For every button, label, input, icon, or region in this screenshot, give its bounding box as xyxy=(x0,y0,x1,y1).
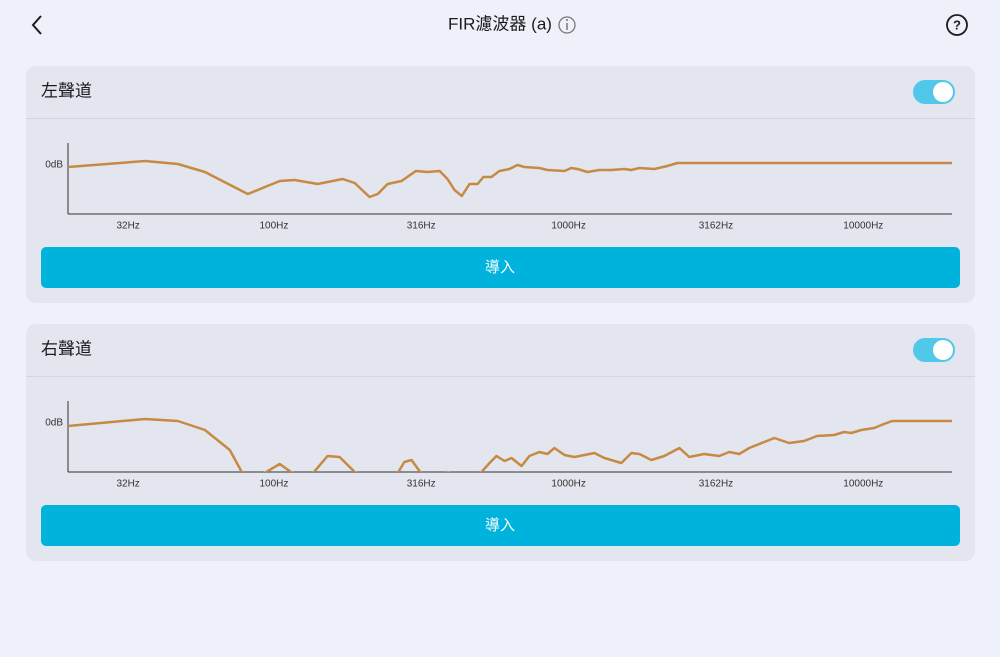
import-button[interactable]: 導入 xyxy=(41,247,960,288)
response-line xyxy=(68,417,952,472)
toggle-knob xyxy=(933,82,953,102)
response-line xyxy=(68,159,952,199)
toggle[interactable] xyxy=(913,338,955,362)
channel-title: 左聲道 xyxy=(41,81,92,100)
svg-text:?: ? xyxy=(953,17,961,32)
x-tick-label: 316Hz xyxy=(407,479,436,490)
x-tick-label: 3162Hz xyxy=(699,221,733,232)
info-icon[interactable] xyxy=(558,16,576,34)
x-tick-label: 1000Hz xyxy=(551,479,585,490)
chart: 0dB 32Hz 100Hz 316Hz 1000Hz 3162Hz 10000Hz xyxy=(45,143,952,232)
x-tick-label: 316Hz xyxy=(407,221,436,232)
y-tick-label: 0dB xyxy=(45,160,63,171)
x-tick-label: 32Hz xyxy=(116,221,139,232)
card-bg xyxy=(26,66,975,303)
channel-card: 左聲道 0dB 32Hz 100Hz 316Hz 1000Hz 3162Hz 10000Hz 導… xyxy=(26,66,975,303)
button-label: 導入 xyxy=(485,259,515,276)
button-bg xyxy=(41,247,960,288)
channel-card: 右聲道 0dB 32Hz 100Hz 316Hz 1000Hz 3162Hz 10000Hz 導… xyxy=(26,324,975,561)
x-tick-label: 3162Hz xyxy=(699,479,733,490)
button-bg xyxy=(41,505,960,546)
card-bg xyxy=(26,324,975,561)
y-tick-label: 0dB xyxy=(45,418,63,429)
x-tick-label: 100Hz xyxy=(260,221,289,232)
help-button[interactable]: ? xyxy=(946,14,968,36)
chart: 0dB 32Hz 100Hz 316Hz 1000Hz 3162Hz 10000Hz xyxy=(45,401,952,490)
x-tick-label: 10000Hz xyxy=(843,479,883,490)
x-tick-label: 10000Hz xyxy=(843,221,883,232)
back-button[interactable] xyxy=(31,15,42,35)
toggle[interactable] xyxy=(913,80,955,104)
channel-title: 右聲道 xyxy=(41,339,92,358)
import-button[interactable]: 導入 xyxy=(41,505,960,546)
page-title: FIR濾波器 (a) xyxy=(448,14,552,33)
x-tick-label: 100Hz xyxy=(260,479,289,490)
button-label: 導入 xyxy=(485,517,515,534)
toggle-knob xyxy=(933,340,953,360)
x-tick-label: 1000Hz xyxy=(551,221,585,232)
x-tick-label: 32Hz xyxy=(116,479,139,490)
